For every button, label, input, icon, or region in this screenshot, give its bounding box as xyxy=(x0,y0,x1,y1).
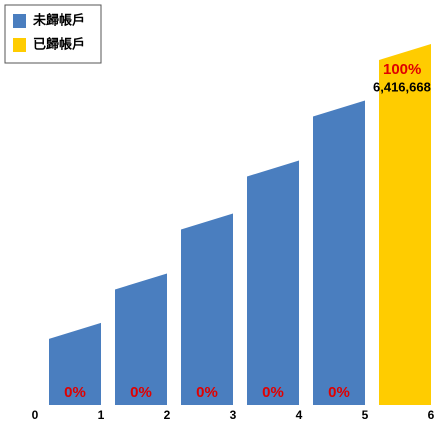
data-label: 0% xyxy=(130,384,152,401)
data-label: 0% xyxy=(262,384,284,401)
data-label: 0% xyxy=(328,384,350,401)
x-tick-label: 2 xyxy=(164,408,171,421)
x-tick-label: 1 xyxy=(98,408,105,421)
bar xyxy=(379,44,431,405)
bar xyxy=(247,160,299,405)
legend-swatch xyxy=(13,14,26,28)
count-label: 6,416,668 xyxy=(373,79,431,94)
x-tick-label: 0 xyxy=(32,408,39,421)
legend-label: 已歸帳戶 xyxy=(33,36,85,51)
x-tick-label: 4 xyxy=(296,408,303,421)
data-label: 0% xyxy=(64,384,86,401)
data-label: 100% xyxy=(383,61,421,78)
x-tick-label: 3 xyxy=(230,408,237,421)
data-label: 0% xyxy=(196,384,218,401)
x-tick-label: 6 xyxy=(428,408,435,421)
legend-swatch xyxy=(13,38,26,52)
x-tick-label: 5 xyxy=(362,408,369,421)
bar xyxy=(49,322,101,405)
legend-label: 未歸帳戶 xyxy=(32,12,85,27)
bar xyxy=(181,213,233,405)
bar xyxy=(115,273,167,405)
bar xyxy=(313,100,365,405)
